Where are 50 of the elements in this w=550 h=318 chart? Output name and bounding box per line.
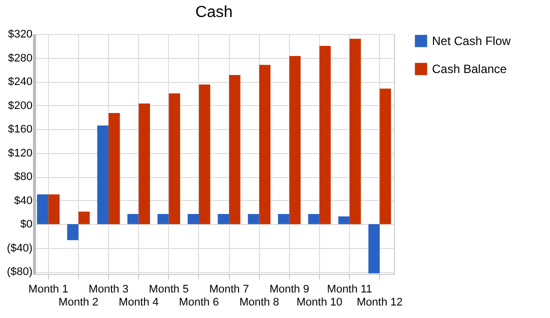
y-tick-label: $0 — [20, 218, 32, 231]
bar — [138, 104, 150, 224]
bar — [108, 113, 120, 224]
bar — [67, 224, 78, 240]
x-tick-label: Month 10 — [296, 296, 342, 308]
x-tick-label: Month 11 — [327, 284, 372, 296]
bar — [127, 214, 139, 224]
y-tick-label: $40 — [14, 194, 32, 207]
legend-label: Net Cash Flow — [432, 34, 512, 48]
bar — [37, 194, 48, 224]
bar — [350, 38, 361, 224]
y-tick-label: ($80) — [6, 266, 32, 278]
x-tick-label: Month 5 — [148, 284, 189, 296]
bar — [380, 88, 391, 224]
bar — [188, 214, 199, 224]
x-tick-label: Month 4 — [118, 296, 159, 308]
bar — [218, 214, 230, 224]
bar — [319, 46, 331, 224]
bar — [368, 224, 380, 274]
x-tick-label: Month 12 — [356, 296, 403, 308]
bar — [259, 64, 270, 224]
y-tick-label: $200 — [8, 100, 32, 112]
x-tick-label: Month 3 — [88, 284, 128, 296]
x-tick-label: Month 8 — [239, 296, 280, 308]
bar — [229, 74, 240, 224]
x-tick-label: Month 1 — [28, 284, 68, 296]
bar — [78, 212, 90, 224]
bar — [158, 214, 169, 224]
x-tick-label: Month 2 — [58, 296, 98, 308]
y-tick-label: $320 — [8, 28, 32, 40]
y-tick-label: $120 — [8, 147, 32, 160]
bar — [289, 56, 301, 224]
bar — [168, 93, 180, 224]
chart-title: Cash — [195, 4, 233, 21]
y-tick-label: $80 — [14, 171, 32, 184]
y-tick-label: $240 — [8, 76, 32, 88]
bar — [278, 214, 290, 224]
bar — [248, 214, 260, 224]
x-tick-label: Month 6 — [179, 296, 219, 308]
bar — [198, 84, 210, 224]
x-tick-label: Month 9 — [269, 284, 310, 296]
y-tick-label: ($40) — [6, 242, 32, 254]
x-tick-label: Month 7 — [209, 284, 249, 296]
bar — [338, 216, 350, 224]
bar — [308, 214, 320, 224]
y-tick-label: $280 — [8, 52, 32, 64]
y-tick-label: $160 — [8, 124, 32, 136]
legend-label: Cash Balance — [432, 62, 508, 76]
bar — [97, 125, 109, 224]
bar — [48, 194, 60, 224]
